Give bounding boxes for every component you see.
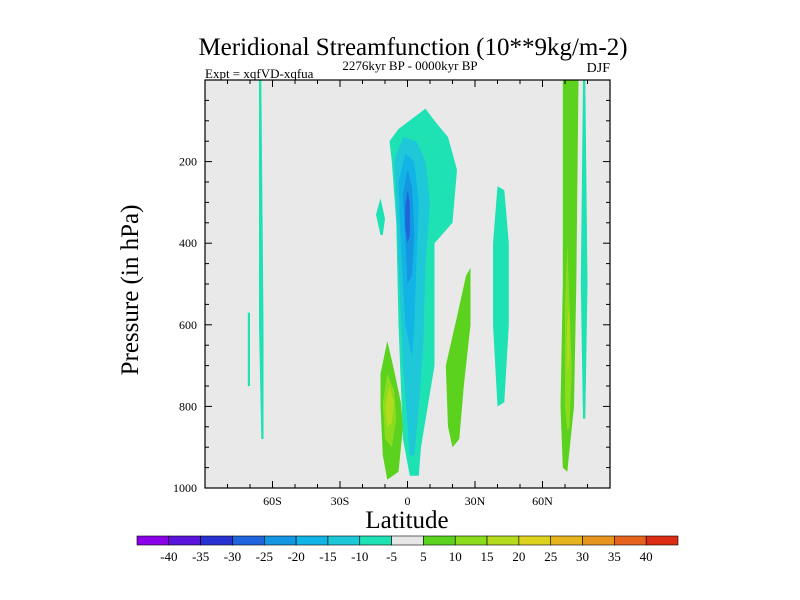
x-axis-label: Latitude xyxy=(365,507,448,534)
colorbar-swatch xyxy=(263,535,297,546)
colorbar-label: 25 xyxy=(544,549,557,564)
y-tick-labels: 200 400 600 800 1000 xyxy=(173,155,197,495)
contour-region xyxy=(567,308,570,374)
x-tick-label: 0 xyxy=(405,494,411,508)
colorbar-label: -10 xyxy=(351,549,368,564)
colorbar-swatch xyxy=(168,535,201,546)
colorbar-swatch xyxy=(486,535,520,546)
colorbar-label: 35 xyxy=(608,549,621,564)
x-tick-label: 60S xyxy=(263,494,282,508)
colorbar-swatch xyxy=(550,535,583,546)
colorbar-label: -25 xyxy=(256,549,273,564)
colorbar-swatch xyxy=(295,535,329,546)
y-axis-label: Pressure (in hPa) xyxy=(117,205,144,376)
colorbar-label: -20 xyxy=(287,549,304,564)
colorbar-label: -40 xyxy=(160,549,177,564)
colorbar-label: 5 xyxy=(420,549,427,564)
contour-region xyxy=(376,198,385,235)
y-tick-label: 1000 xyxy=(173,481,197,495)
colorbar-swatch xyxy=(614,535,647,546)
colorbar-swatch xyxy=(582,535,615,546)
colorbar-swatch xyxy=(359,535,392,546)
contour-region xyxy=(405,190,410,244)
colorbar-label: -5 xyxy=(386,549,397,564)
colorbar-swatch xyxy=(518,535,552,546)
colorbar-label: -30 xyxy=(224,549,241,564)
season-label: DJF xyxy=(587,61,611,76)
x-tick-label: 30N xyxy=(465,494,486,508)
colorbar-swatch xyxy=(200,535,233,546)
colorbar-label: -15 xyxy=(319,549,336,564)
colorbar-swatch xyxy=(136,535,170,546)
colorbar-swatch xyxy=(232,535,265,546)
experiment-label: Expt = xqfVD-xqfua xyxy=(205,66,314,81)
colorbar xyxy=(136,535,679,546)
colorbar-swatch xyxy=(423,535,456,546)
colorbar-label: 40 xyxy=(640,549,653,564)
contour-region xyxy=(259,80,264,439)
axis-ticks xyxy=(205,80,610,488)
contour-region xyxy=(493,186,509,407)
colorbar-swatch xyxy=(645,535,679,546)
chart-title: Meridional Streamfunction (10**9kg/m-2) xyxy=(198,34,627,61)
y-tick-label: 800 xyxy=(179,399,197,413)
colorbar-swatch xyxy=(391,535,424,546)
y-tick-label: 200 xyxy=(179,155,197,169)
colorbar-labels: -40 -35 -30 -25 -20 -15 -10 -5 5 10 15 20 25 30 35 40 xyxy=(160,549,653,564)
colorbar-label: 20 xyxy=(512,549,525,564)
x-tick-label: 60N xyxy=(532,494,553,508)
x-tick-labels: 60S 30S 0 30N 60N xyxy=(263,494,553,508)
y-tick-label: 600 xyxy=(179,318,197,332)
colorbar-label: 15 xyxy=(481,549,494,564)
contour-layer xyxy=(247,80,588,480)
y-tick-label: 400 xyxy=(179,236,197,250)
contour-region xyxy=(247,312,250,386)
colorbar-label: 10 xyxy=(449,549,462,564)
colorbar-swatch xyxy=(454,535,488,546)
period-label: 2276kyr BP - 0000kyr BP xyxy=(342,58,477,73)
x-tick-label: 30S xyxy=(331,494,350,508)
contour-region xyxy=(580,80,588,419)
contour-region xyxy=(445,267,471,448)
colorbar-label: 30 xyxy=(576,549,589,564)
colorbar-label: -35 xyxy=(192,549,209,564)
contour-region xyxy=(385,386,394,427)
colorbar-swatch xyxy=(327,535,361,546)
